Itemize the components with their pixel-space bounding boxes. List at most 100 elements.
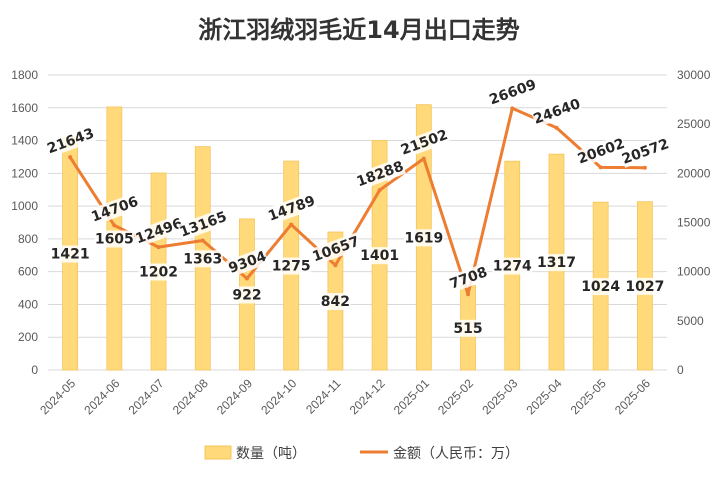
- line-point: [642, 165, 647, 170]
- bar-value-label: 1027: [625, 279, 664, 295]
- line-point: [377, 188, 382, 193]
- bar-value-label: 1605: [95, 231, 134, 247]
- x-tick-label: 2024-05: [37, 376, 78, 417]
- line-point: [510, 106, 515, 111]
- chart-title: 浙江羽绒羽毛近14月出口走势: [198, 16, 519, 44]
- bar-value-label-bg: [624, 277, 665, 295]
- bar-value-label: 842: [321, 294, 350, 310]
- bar-value-label-bg: [452, 319, 484, 337]
- x-tick-label: 2024-09: [214, 376, 255, 417]
- bar-value-label-bg: [271, 257, 312, 275]
- x-tick-label: 2024-11: [303, 376, 344, 417]
- line-value-label-bg: [265, 191, 318, 225]
- line-value-label-bg: [446, 263, 491, 293]
- bar-value-label-bg: [359, 247, 400, 265]
- line-value-label-bg: [44, 124, 97, 158]
- line-value-label-bg: [225, 247, 270, 278]
- line-value-label-group: 26609: [486, 75, 539, 109]
- legend-line-label: 金额（人民币：万）: [393, 446, 519, 462]
- x-tick-label: 2024-12: [347, 376, 388, 417]
- bar-value-label-bg: [231, 286, 263, 304]
- line-value-label-group: 24640: [530, 95, 583, 128]
- y-right-tick-label: 20000: [677, 166, 711, 180]
- x-tick-label: 2025-01: [391, 376, 432, 417]
- y-left-tick-label: 600: [18, 265, 38, 279]
- line-value-label: 24640: [531, 96, 582, 128]
- y-left-tick-label: 200: [18, 330, 38, 344]
- x-tick-label: 2024-10: [258, 376, 299, 417]
- bar-value-label-bg: [182, 250, 223, 268]
- x-tick-label: 2025-02: [435, 376, 476, 417]
- line-point: [112, 223, 117, 228]
- line-point: [156, 245, 161, 250]
- bar-value-label: 1619: [404, 230, 443, 246]
- y-left-tick-label: 1800: [11, 68, 38, 82]
- bar-value-label-bg: [492, 257, 533, 275]
- line-value-label-bg: [486, 75, 539, 109]
- bar-value-label: 1275: [272, 259, 311, 275]
- line-point: [289, 222, 294, 227]
- bar-value-label: 922: [232, 287, 261, 303]
- line-value-label-bg: [619, 135, 672, 168]
- line-value-label: 26609: [487, 77, 538, 109]
- bar-value-label: 515: [453, 321, 482, 337]
- bar-value-label-bg: [50, 245, 91, 263]
- bar-value-label-bg: [319, 293, 351, 311]
- line-value-label-group: 20572: [619, 135, 672, 168]
- bar-value-label-bg: [138, 263, 179, 281]
- line-value-label-bg: [530, 95, 583, 128]
- grid-layer: [48, 74, 667, 371]
- bar-value-label-bg: [580, 278, 621, 296]
- y-right-tick-label: 10000: [677, 265, 711, 279]
- chart-legend: 数量（吨） 金额（人民币：万）: [204, 445, 519, 462]
- line-value-label-bg: [575, 134, 628, 168]
- x-tick-label: 2025-06: [612, 376, 653, 417]
- line-point: [333, 263, 338, 268]
- x-tick-label: 2024-07: [126, 376, 167, 417]
- bar-value-label-bg: [94, 230, 135, 248]
- x-tick-label: 2024-08: [170, 376, 211, 417]
- y-right-tick-label: 15000: [677, 216, 711, 230]
- bar-value-label: 1317: [537, 255, 576, 271]
- line-value-label-bg: [398, 125, 451, 159]
- line-point: [68, 155, 73, 160]
- line-point: [200, 238, 205, 243]
- legend-bar-label: 数量（吨）: [236, 446, 306, 462]
- x-tick-label: 2025-03: [479, 376, 520, 417]
- line-value-label-bg: [354, 157, 406, 191]
- line-value-label-group: 20602: [575, 134, 628, 168]
- bar-value-label-bg: [403, 229, 444, 247]
- x-tick-label: 2024-06: [81, 376, 122, 417]
- y-right-tick-label: 5000: [677, 314, 704, 328]
- line-point: [244, 276, 249, 281]
- bar-value-label: 1421: [51, 247, 90, 263]
- bar-value-label: 1024: [581, 279, 620, 295]
- line-series: [68, 106, 645, 296]
- bar-value-label: 1363: [183, 251, 222, 267]
- line-value-label-bg: [309, 232, 362, 266]
- line-point: [421, 156, 426, 161]
- x-tick-label: 2025-05: [568, 376, 609, 417]
- y-left-tick-label: 1400: [11, 134, 38, 148]
- line-value-label-bg: [133, 214, 185, 248]
- y-right-tick-label: 0: [677, 363, 684, 377]
- y-left-tick-label: 400: [18, 297, 38, 311]
- line-value-label-bg: [88, 192, 141, 226]
- y-left-tick-label: 0: [31, 363, 38, 377]
- line-value-label-bg: [177, 207, 230, 241]
- y-right-tick-label: 30000: [677, 68, 711, 82]
- bar-value-label: 1202: [139, 265, 178, 281]
- line-point: [554, 125, 559, 130]
- legend-bar-swatch: [204, 445, 232, 460]
- y-left-tick-label: 1000: [11, 199, 38, 213]
- y-right-tick-label: 25000: [677, 117, 711, 131]
- y-left-tick-label: 1200: [11, 166, 38, 180]
- line-point: [466, 292, 471, 297]
- line-point: [598, 165, 603, 170]
- y-left-tick-label: 800: [18, 232, 38, 246]
- x-tick-label: 2025-04: [524, 376, 565, 417]
- y-left-tick-label: 1600: [11, 101, 38, 115]
- bar-value-label: 1274: [493, 259, 532, 275]
